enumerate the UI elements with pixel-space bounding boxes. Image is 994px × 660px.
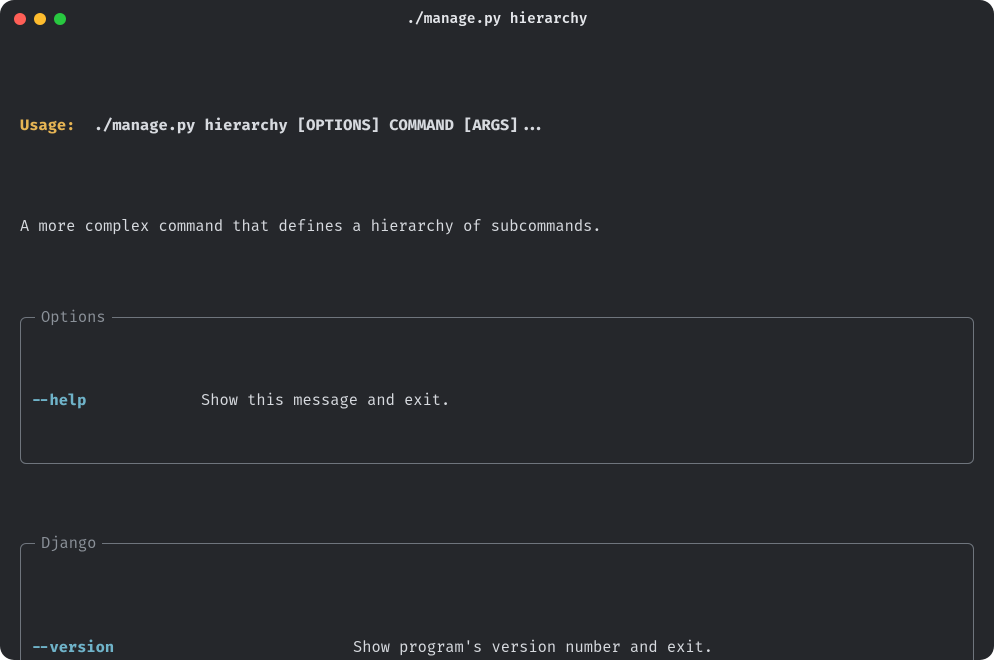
terminal-body: Usage: ./manage.py hierarchy [OPTIONS] C…: [0, 38, 994, 660]
close-icon[interactable]: [14, 13, 26, 25]
option-row: --version Show program's version number …: [31, 637, 963, 659]
group-django: Django --version Show program's version …: [20, 543, 974, 660]
window-title: ./manage.py hierarchy: [0, 11, 994, 28]
minimize-icon[interactable]: [34, 13, 46, 25]
group-options: Options --help Show this message and exi…: [20, 317, 974, 464]
traffic-lights: [14, 13, 66, 25]
titlebar: ./manage.py hierarchy: [0, 0, 994, 38]
usage-label: Usage:: [20, 116, 75, 135]
usage-text: ./manage.py hierarchy [OPTIONS] COMMAND …: [94, 116, 546, 135]
group-title-options: Options: [35, 307, 112, 329]
option-help: Show this message and exit.: [201, 390, 963, 412]
option-flag: --version: [31, 637, 281, 659]
usage-line: Usage: ./manage.py hierarchy [OPTIONS] C…: [20, 115, 974, 137]
option-help: Show program's version number and exit.: [353, 637, 963, 659]
option-flag: --help: [31, 390, 201, 412]
terminal-window: ./manage.py hierarchy Usage: ./manage.py…: [0, 0, 994, 660]
description: A more complex command that defines a hi…: [20, 216, 974, 238]
option-row: --help Show this message and exit.: [31, 390, 963, 412]
zoom-icon[interactable]: [54, 13, 66, 25]
group-title-django: Django: [35, 533, 102, 555]
